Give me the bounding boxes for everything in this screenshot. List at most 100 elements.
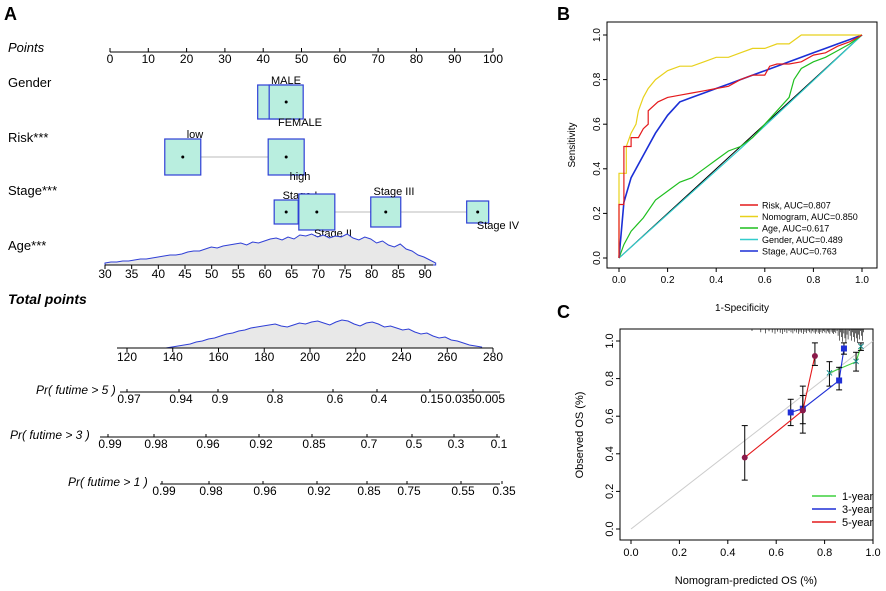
- probability-axis-tick-label: 0.6: [327, 392, 344, 406]
- total-points-density: [165, 319, 483, 349]
- probability-axis-tick-label: 0.0350.005: [445, 392, 505, 406]
- points-axis-label: Points: [8, 40, 45, 55]
- points-axis-tick-label: 20: [180, 52, 194, 66]
- age-axis-tick-label: 30: [98, 267, 112, 281]
- probability-axis-tick-label: 0.85: [357, 484, 381, 498]
- variable-label: Stage***: [8, 183, 57, 198]
- age-axis-tick-label: 40: [152, 267, 166, 281]
- calibration-y-tick-label: 0.2: [604, 484, 616, 499]
- probability-axis-tick-label: 0.96: [253, 484, 277, 498]
- total-points-label: Total points: [8, 291, 87, 307]
- total-points-tick-label: 120: [117, 350, 137, 364]
- calibration-point-3-year: [840, 345, 847, 352]
- roc-curve-age: [618, 34, 863, 259]
- stage-box-dot: [315, 210, 319, 214]
- risk-low-label: low: [187, 129, 204, 141]
- age-axis-tick-label: 35: [125, 267, 139, 281]
- calibration-point-3-year: [787, 409, 794, 416]
- calibration-y-axis-label: Observed OS (%): [574, 392, 586, 479]
- probability-axis-tick-label: 0.5: [406, 437, 423, 451]
- calibration-point-5-year: [741, 454, 748, 461]
- points-axis-tick-label: 60: [333, 52, 347, 66]
- probability-axis-tick-label: 0.92: [307, 484, 331, 498]
- probability-axis-tick-label: 0.3: [448, 437, 465, 451]
- total-points-tick-label: 140: [163, 350, 183, 364]
- probability-axis-tick-label: 0.96: [196, 437, 220, 451]
- stage-box-dot: [284, 210, 288, 214]
- total-points-tick-label: 280: [483, 350, 503, 364]
- points-axis-tick-label: 90: [448, 52, 462, 66]
- age-axis-tick-label: 90: [418, 267, 432, 281]
- points-axis-tick-label: 50: [295, 52, 309, 66]
- calibration-curve-3-year: [790, 348, 845, 413]
- points-axis-tick-label: 70: [371, 52, 385, 66]
- roc-curve-nomogram: [618, 34, 862, 258]
- total-points-tick-label: 160: [208, 350, 228, 364]
- probability-axis-tick-label: 0.85: [302, 437, 326, 451]
- probability-axis-tick-label: 0.98: [199, 484, 223, 498]
- roc-y-tick-label: 0.2: [592, 206, 603, 220]
- risk-low-box-dot: [181, 155, 185, 159]
- points-axis-tick-label: 40: [257, 52, 271, 66]
- points-axis-tick-label: 80: [410, 52, 424, 66]
- calibration-panel: 0.0 0.2 0.4 0.6 0.8 1.0 0.0 0.2 0.4 0.6 0.8 1.0 Nomo…: [574, 328, 881, 587]
- panel-label-b: B: [557, 4, 570, 24]
- roc-x-tick-label: 0.0: [612, 275, 626, 286]
- age-axis-tick-label: 85: [392, 267, 406, 281]
- roc-plot-frame: [606, 21, 878, 269]
- probability-axis-tick-label: 0.8: [267, 392, 284, 406]
- roc-y-tick-label: 0.6: [592, 117, 603, 131]
- roc-y-tick-label: 0.4: [592, 161, 603, 175]
- probability-axis-tick-label: 0.9: [212, 392, 229, 406]
- age-axis-tick-label: 65: [285, 267, 299, 281]
- calibration-point-1-year: ✕: [825, 368, 833, 379]
- total-points-tick-label: 180: [254, 350, 274, 364]
- gender-female-box-dot: [284, 100, 288, 104]
- roc-y-tick-label: 0.0: [592, 251, 603, 265]
- roc-y-axis-label: Sensitivity: [567, 122, 578, 167]
- points-axis-tick-label: 100: [483, 52, 503, 66]
- probability-axis-tick-label: 0.98: [144, 437, 168, 451]
- total-points-tick-label: 220: [346, 350, 366, 364]
- roc-curve-gender: [618, 34, 863, 259]
- probability-axis-tick-label: 0.97: [117, 392, 141, 406]
- calibration-point-5-year: [811, 353, 818, 360]
- roc-curve-risk: [618, 34, 863, 258]
- nomogram-panel: Points 0 10 20 30 40 50 60 70 80 90 100 Gender Risk**…: [8, 40, 520, 498]
- roc-panel: 0.0 0.2 0.4 0.6 0.8 1.0 0.0 0.2 0.4 0.6 0.8 1.0 1-Sp…: [567, 21, 878, 314]
- probability-axis-tick-label: 0.99: [152, 484, 176, 498]
- age-axis-tick-label: 60: [258, 267, 272, 281]
- calibration-y-tick-label: 0.0: [604, 521, 616, 536]
- calibration-x-tick-label: 0.0: [623, 547, 638, 559]
- stage-box-dot: [384, 210, 388, 214]
- probability-axis-label: Pr( futime > 1 ): [68, 475, 148, 489]
- roc-x-axis-label: 1-Specificity: [715, 303, 769, 314]
- age-axis-tick-label: 50: [205, 267, 219, 281]
- stage-level-label: Stage IV: [477, 220, 520, 232]
- calibration-x-axis-label: Nomogram-predicted OS (%): [675, 575, 817, 587]
- probability-axis-tick-label: 0.92: [249, 437, 273, 451]
- risk-high-box-dot: [284, 155, 288, 159]
- age-axis-tick-label: 70: [312, 267, 326, 281]
- roc-legend-label: Stage, AUC=0.763: [762, 247, 837, 257]
- calibration-ideal-line: [630, 340, 874, 530]
- roc-y-tick-label: 1.0: [592, 28, 603, 42]
- probability-axis-tick-label: 0.4: [371, 392, 388, 406]
- roc-x-tick-label: 1.0: [855, 275, 869, 286]
- probability-axis-tick-label: 0.15: [420, 392, 444, 406]
- panel-label-a: A: [4, 4, 17, 24]
- risk-high-label: high: [290, 171, 311, 183]
- calibration-y-tick-label: 1.0: [604, 333, 616, 348]
- points-axis-tick-label: 0: [107, 52, 114, 66]
- age-axis-tick-label: 45: [178, 267, 192, 281]
- probability-axis-label: Pr( futime > 3 ): [10, 428, 90, 442]
- probability-axis-tick-label: 0.94: [169, 392, 193, 406]
- calibration-x-tick-label: 0.2: [672, 547, 687, 559]
- roc-legend-label: Gender, AUC=0.489: [762, 235, 843, 245]
- total-points-tick-label: 200: [300, 350, 320, 364]
- probability-axis-tick-label: 0.7: [361, 437, 378, 451]
- calibration-point-1-year: ✕: [852, 357, 860, 368]
- gender-male-label: MALE: [271, 75, 301, 87]
- roc-x-tick-label: 0.6: [758, 275, 772, 286]
- calibration-point-5-year: [799, 407, 806, 414]
